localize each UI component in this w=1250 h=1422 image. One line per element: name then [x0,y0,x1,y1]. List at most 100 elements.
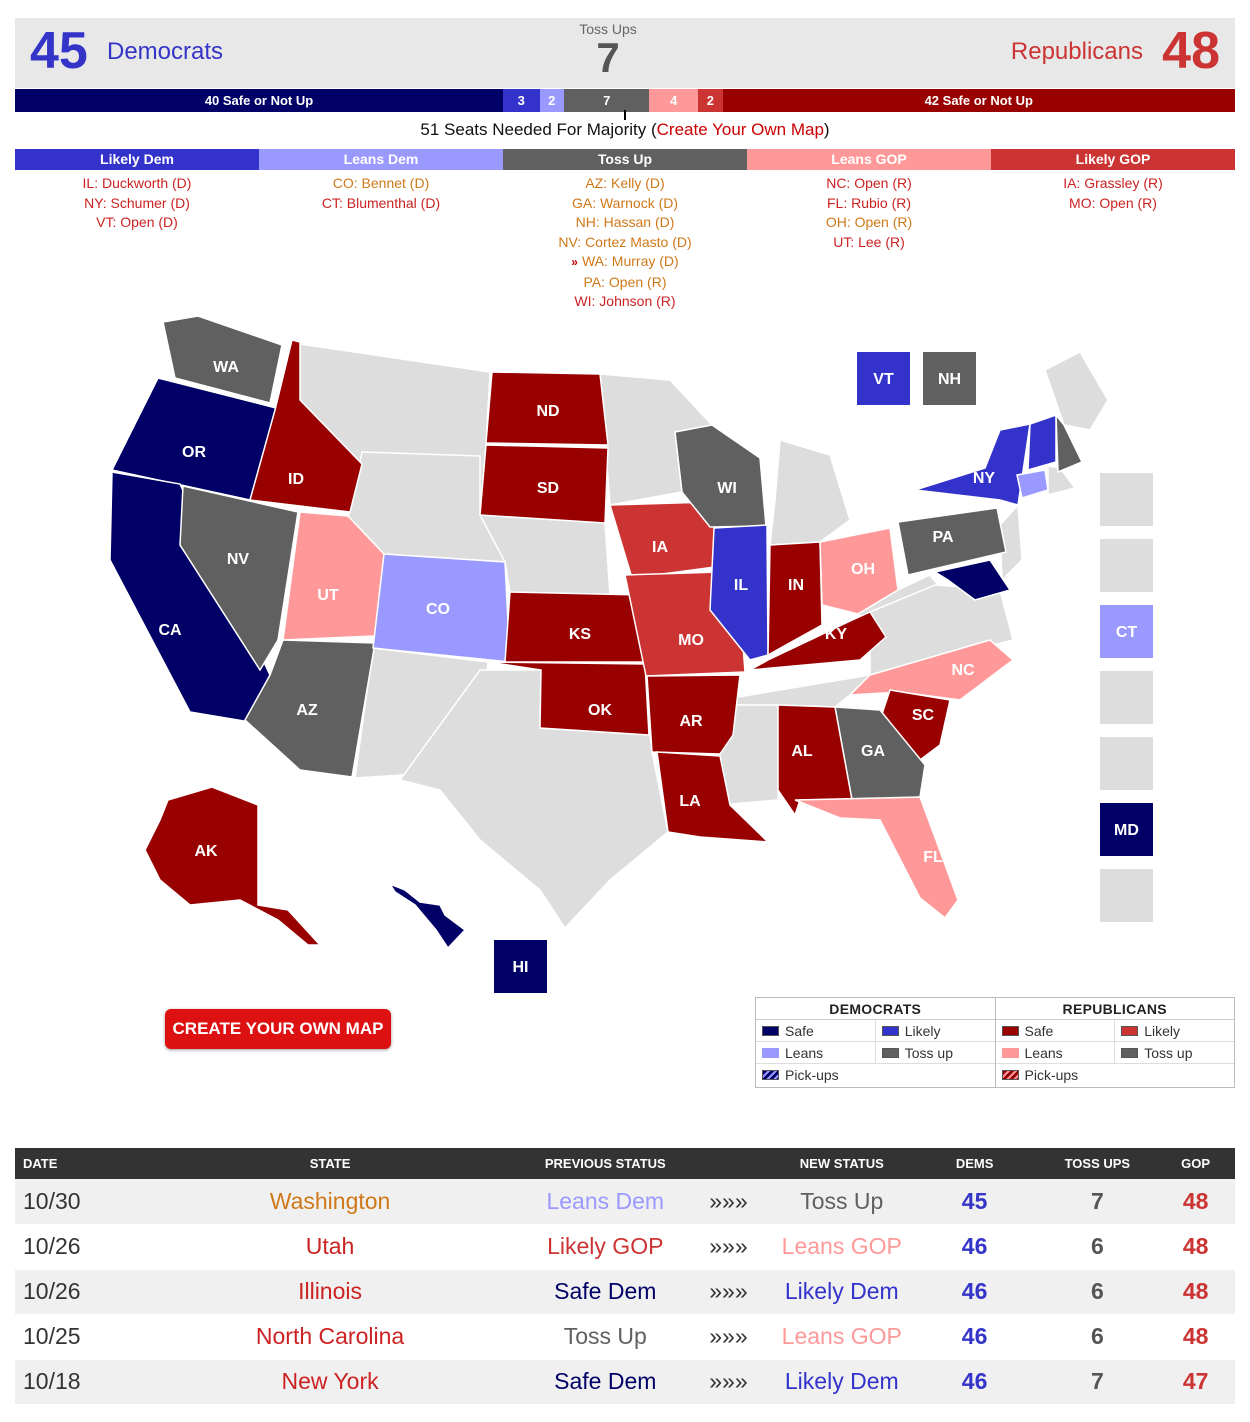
race-item[interactable]: NY: Schumer (D) [15,194,259,214]
category-column: NC: Open (R) FL: Rubio (R) OH: Open (R) UT:… [747,174,991,252]
state-box-empty[interactable] [1100,539,1153,592]
state-box-vt[interactable] [857,352,910,405]
race-item[interactable]: » WA: Murray (D) [503,252,747,273]
create-own-map-link[interactable]: Create Your Own Map [656,120,824,139]
race-item[interactable]: UT: Lee (R) [747,233,991,253]
legend-dem-toss: Toss up [876,1042,995,1063]
state-nc[interactable] [848,639,1015,701]
state-ok[interactable] [487,661,650,736]
state-box-empty[interactable] [1100,671,1153,724]
race-label: NY: Schumer (D) [84,194,190,211]
state-label-la: LA [679,793,701,810]
race-item[interactable]: IL: Duckworth (D) [15,174,259,194]
state-id[interactable] [249,339,363,513]
state-label-md: MD [1114,822,1139,839]
race-label: WA: Murray (D) [581,253,679,269]
state-label-ar: AR [679,713,703,730]
legend-gop-likely: Likely [1115,1020,1234,1041]
column-header: STATE [133,1148,527,1179]
state-label-nv: NV [227,551,250,568]
cell-new: Leans GOP [772,1224,911,1270]
cell-dems: 45 [910,1179,1039,1225]
category-column: AZ: Kelly (D) GA: Warnock (D) NH: Hassan (… [503,174,747,312]
state-not-up[interactable] [1044,351,1109,431]
create-your-own-map-button[interactable]: CREATE YOUR OWN MAP [165,1009,391,1049]
race-item[interactable]: OH: Open (R) [747,213,991,233]
race-item[interactable]: CT: Blumenthal (D) [259,194,503,214]
state-nd[interactable] [485,371,609,446]
state-hi[interactable] [388,882,467,950]
state-wa[interactable] [162,315,283,404]
cell-date: 10/30 [15,1179,134,1225]
legend-gop-pickups: Pick-ups [996,1064,1235,1086]
cell-new: Likely Dem [772,1269,911,1315]
race-label: IA: Grassley (R) [1063,175,1163,191]
state-il[interactable] [709,524,769,661]
category-column: IA: Grassley (R) MO: Open (R) [991,174,1235,213]
legend-democrats: DEMOCRATS Safe Likely Leans Toss up Pick-u… [756,998,996,1087]
cell-toss: 6 [1038,1224,1157,1270]
cell-gop: 48 [1156,1224,1235,1270]
state-label-or: OR [182,444,206,461]
state-box-empty[interactable] [1100,473,1153,526]
race-label: FL: Rubio (R) [826,194,912,211]
cell-gop: 48 [1156,1269,1235,1315]
state-nh[interactable] [1055,412,1084,474]
state-label-ut: UT [317,587,339,604]
state-box-nh[interactable] [923,352,976,405]
state-box-ct[interactable] [1100,605,1153,658]
gop-seat-count: 48 [1162,22,1220,80]
state-md[interactable] [933,559,1012,601]
state-ar[interactable] [646,674,741,755]
state-vt[interactable] [1027,413,1057,472]
state-not-up[interactable] [719,673,873,708]
race-item[interactable]: AZ: Kelly (D) [503,174,747,194]
state-ct[interactable] [1016,469,1049,499]
race-item[interactable]: WI: Johnson (R) [503,292,747,312]
state-not-up[interactable] [869,584,1014,676]
column-header [684,1148,773,1179]
state-label-ia: IA [652,539,668,556]
state-in[interactable] [767,541,823,657]
race-item[interactable]: PA: Open (R) [503,273,747,293]
state-label-in: IN [788,577,804,594]
race-item[interactable]: MO: Open (R) [991,194,1235,214]
state-box-md[interactable] [1100,803,1153,856]
race-item[interactable]: NH: Hassan (D) [503,213,747,233]
race-item[interactable]: VT: Open (D) [15,213,259,233]
state-pa[interactable] [897,507,1007,576]
state-oh[interactable] [819,527,899,615]
cell-dems: 46 [910,1269,1039,1315]
state-box-empty[interactable] [1100,737,1153,790]
state-label-id: ID [288,471,304,488]
state-label-hi: HI [513,959,529,976]
state-label-ca: CA [158,622,182,639]
gop-label: Republicans [1010,38,1143,65]
seat-segment: 3 [503,89,540,112]
state-not-up[interactable] [999,503,1023,582]
state-sd[interactable] [479,444,609,524]
race-item[interactable]: NC: Open (R) [747,174,991,194]
state-ak[interactable] [144,786,322,946]
state-fl[interactable] [794,796,959,920]
state-ky[interactable] [749,611,887,671]
race-item[interactable]: GA: Warnock (D) [503,194,747,214]
cell-state: Washington [133,1179,527,1225]
state-ny[interactable] [914,423,1031,506]
race-label: MO: Open (R) [1069,194,1157,211]
state-not-up[interactable] [769,439,851,546]
race-item[interactable]: IA: Grassley (R) [991,174,1235,194]
state-label-ok: OK [588,702,612,719]
majority-text: 51 Seats Needed For Majority (Create You… [15,120,1235,140]
cell-gop: 47 [1156,1359,1235,1405]
race-item[interactable]: CO: Bennet (D) [259,174,503,194]
column-header: DATE [15,1148,134,1179]
state-la[interactable] [656,751,770,843]
state-nv[interactable] [179,485,299,672]
state-box-hi[interactable] [494,940,547,993]
state-box-empty[interactable] [1100,869,1153,922]
senate-map[interactable]: WA OR CA ID NV UT AZ CO ND SD KS OK IA MO AR LA WI IL IN OH… [0,300,1250,1000]
table-row: 10/26 Illinois Safe Dem»»» Likely Dem 46 6 48 [15,1269,1235,1315]
race-item[interactable]: FL: Rubio (R) [747,194,991,214]
race-item[interactable]: NV: Cortez Masto (D) [503,233,747,253]
